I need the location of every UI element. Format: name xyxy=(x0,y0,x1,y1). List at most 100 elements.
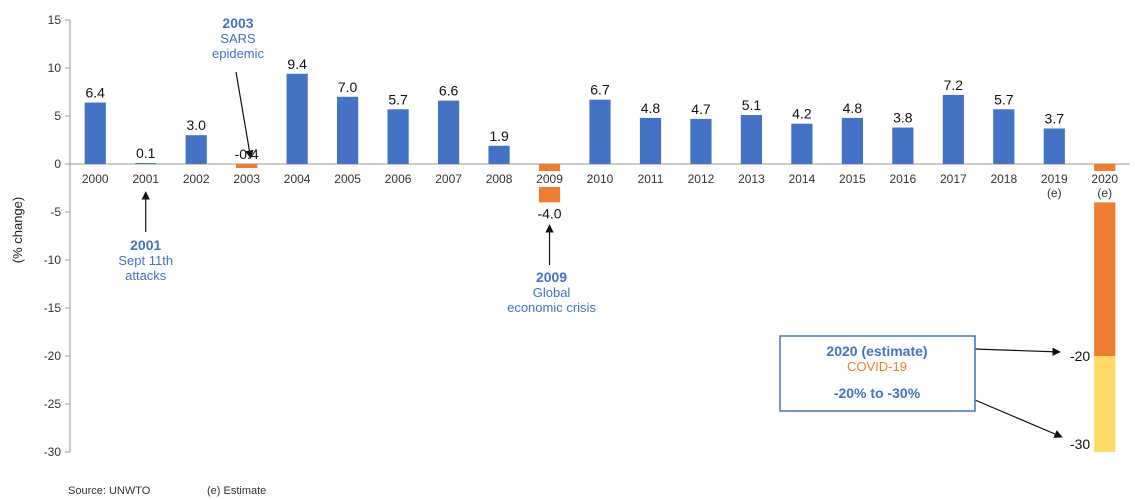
data-label: 4.2 xyxy=(792,106,812,122)
data-label: -20 xyxy=(1070,348,1090,364)
bar xyxy=(286,73,308,164)
y-axis-label: (% change) xyxy=(10,197,25,263)
callout-range: -20% to -30% xyxy=(834,385,921,401)
bar xyxy=(1043,128,1065,164)
bar xyxy=(387,109,409,164)
data-label: 6.7 xyxy=(590,82,610,98)
data-label: 5.1 xyxy=(742,97,762,113)
data-label: 1.9 xyxy=(489,128,509,144)
x-tick-label: 2002 xyxy=(183,172,210,186)
data-label: 3.8 xyxy=(893,110,913,126)
estimate-note: (e) Estimate xyxy=(207,485,266,497)
bar xyxy=(84,102,106,164)
annotation-arrow xyxy=(974,399,1063,438)
data-label: 3.7 xyxy=(1045,110,1065,126)
y-tick-label: 10 xyxy=(48,61,62,75)
annotation-arrow xyxy=(235,71,254,159)
y-tick-label: -30 xyxy=(44,445,62,459)
bar xyxy=(942,94,964,164)
x-tick-label: 2016 xyxy=(890,172,917,186)
chart-bars xyxy=(84,73,1116,452)
x-tick-label: 2006 xyxy=(385,172,412,186)
x-tick-label: 2000 xyxy=(82,172,109,186)
bar-2020-top xyxy=(1094,164,1116,171)
bar xyxy=(437,100,460,164)
bar xyxy=(740,115,763,164)
data-label: 9.4 xyxy=(287,56,307,72)
y-tick-label: -15 xyxy=(44,301,62,315)
y-tick-label: 15 xyxy=(48,13,62,27)
bar xyxy=(791,123,813,164)
x-tick-label: 2019 xyxy=(1041,172,1068,186)
bar xyxy=(135,163,157,165)
x-tick-label: 2001 xyxy=(132,172,159,186)
source-text: Source: UNWTO xyxy=(68,485,151,497)
bar xyxy=(892,127,914,164)
bar xyxy=(639,117,662,164)
x-tick-note: (e) xyxy=(1097,186,1112,200)
callout-title: 2020 (estimate) xyxy=(826,343,927,359)
y-tick-label: 5 xyxy=(54,109,61,123)
annotation-year: 2003 xyxy=(222,15,253,31)
y-tick-label: -10 xyxy=(44,253,62,267)
x-tick-label: 2015 xyxy=(839,172,866,186)
data-label: -4.0 xyxy=(537,205,561,221)
bar xyxy=(538,164,561,171)
bar xyxy=(538,187,561,203)
chart-data-labels: 6.4 0.1 3.0 -0.4 9.4 7.0 5.7 6.6 1.9 -4.0 6.7 4.8 4.… xyxy=(86,56,1091,452)
bar xyxy=(185,135,207,164)
bar-2020-lower xyxy=(1094,356,1116,452)
data-label: 3.0 xyxy=(186,117,206,133)
annotation-year: 2001 xyxy=(130,237,161,253)
annotation-text: Global xyxy=(533,285,571,300)
x-tick-label: 2011 xyxy=(638,172,664,186)
annotation-year: 2009 xyxy=(536,269,567,285)
x-tick-label: 2004 xyxy=(284,172,311,186)
x-tick-label: 2003 xyxy=(233,172,260,186)
annotation-text: epidemic xyxy=(212,46,265,61)
data-label: 5.7 xyxy=(388,91,408,107)
bar xyxy=(589,99,611,164)
data-label: 4.7 xyxy=(691,101,711,117)
y-tick-label: -25 xyxy=(44,397,62,411)
bar xyxy=(337,96,359,164)
data-label: 4.8 xyxy=(641,100,661,116)
y-tick-label: -20 xyxy=(44,349,62,363)
data-label: 6.6 xyxy=(439,83,459,99)
data-label: -0.4 xyxy=(235,146,259,162)
x-tick-label: 2012 xyxy=(688,172,715,186)
x-tick-note: (e) xyxy=(1047,186,1062,200)
bar xyxy=(993,109,1015,164)
annotation-text: economic crisis xyxy=(507,300,596,315)
annotation-text: attacks xyxy=(125,268,167,283)
x-tick-label: 2013 xyxy=(738,172,765,186)
x-tick-label: 2020 xyxy=(1091,172,1118,186)
data-label: 5.7 xyxy=(994,91,1014,107)
annotation-text: Sept 11th xyxy=(118,253,173,268)
data-label: 0.1 xyxy=(136,145,156,161)
data-label: 7.2 xyxy=(944,77,964,93)
bar xyxy=(488,145,510,164)
annotation-arrow xyxy=(974,347,1061,356)
callout-subtitle: COVID-19 xyxy=(847,359,907,374)
annotation-text: SARS xyxy=(220,31,256,46)
x-tick-label: 2010 xyxy=(587,172,614,186)
data-label: -30 xyxy=(1070,436,1090,452)
data-label: 7.0 xyxy=(338,79,358,95)
callout-2020: 2020 (estimate) COVID-19 -20% to -30% xyxy=(779,335,976,412)
x-tick-label: 2017 xyxy=(940,172,967,186)
y-tick-label: -5 xyxy=(50,205,61,219)
x-tick-label: 2009 xyxy=(536,172,563,186)
bar-2020-upper xyxy=(1094,202,1116,356)
x-tick-label: 2008 xyxy=(486,172,513,186)
data-label: 4.8 xyxy=(843,100,863,116)
callout-box xyxy=(779,335,976,412)
x-tick-label: 2007 xyxy=(435,172,462,186)
x-tick-label: 2014 xyxy=(789,172,816,186)
y-tick-label: 0 xyxy=(54,157,61,171)
x-tick-label: 2005 xyxy=(334,172,361,186)
bar xyxy=(690,118,712,164)
bar xyxy=(236,164,258,168)
